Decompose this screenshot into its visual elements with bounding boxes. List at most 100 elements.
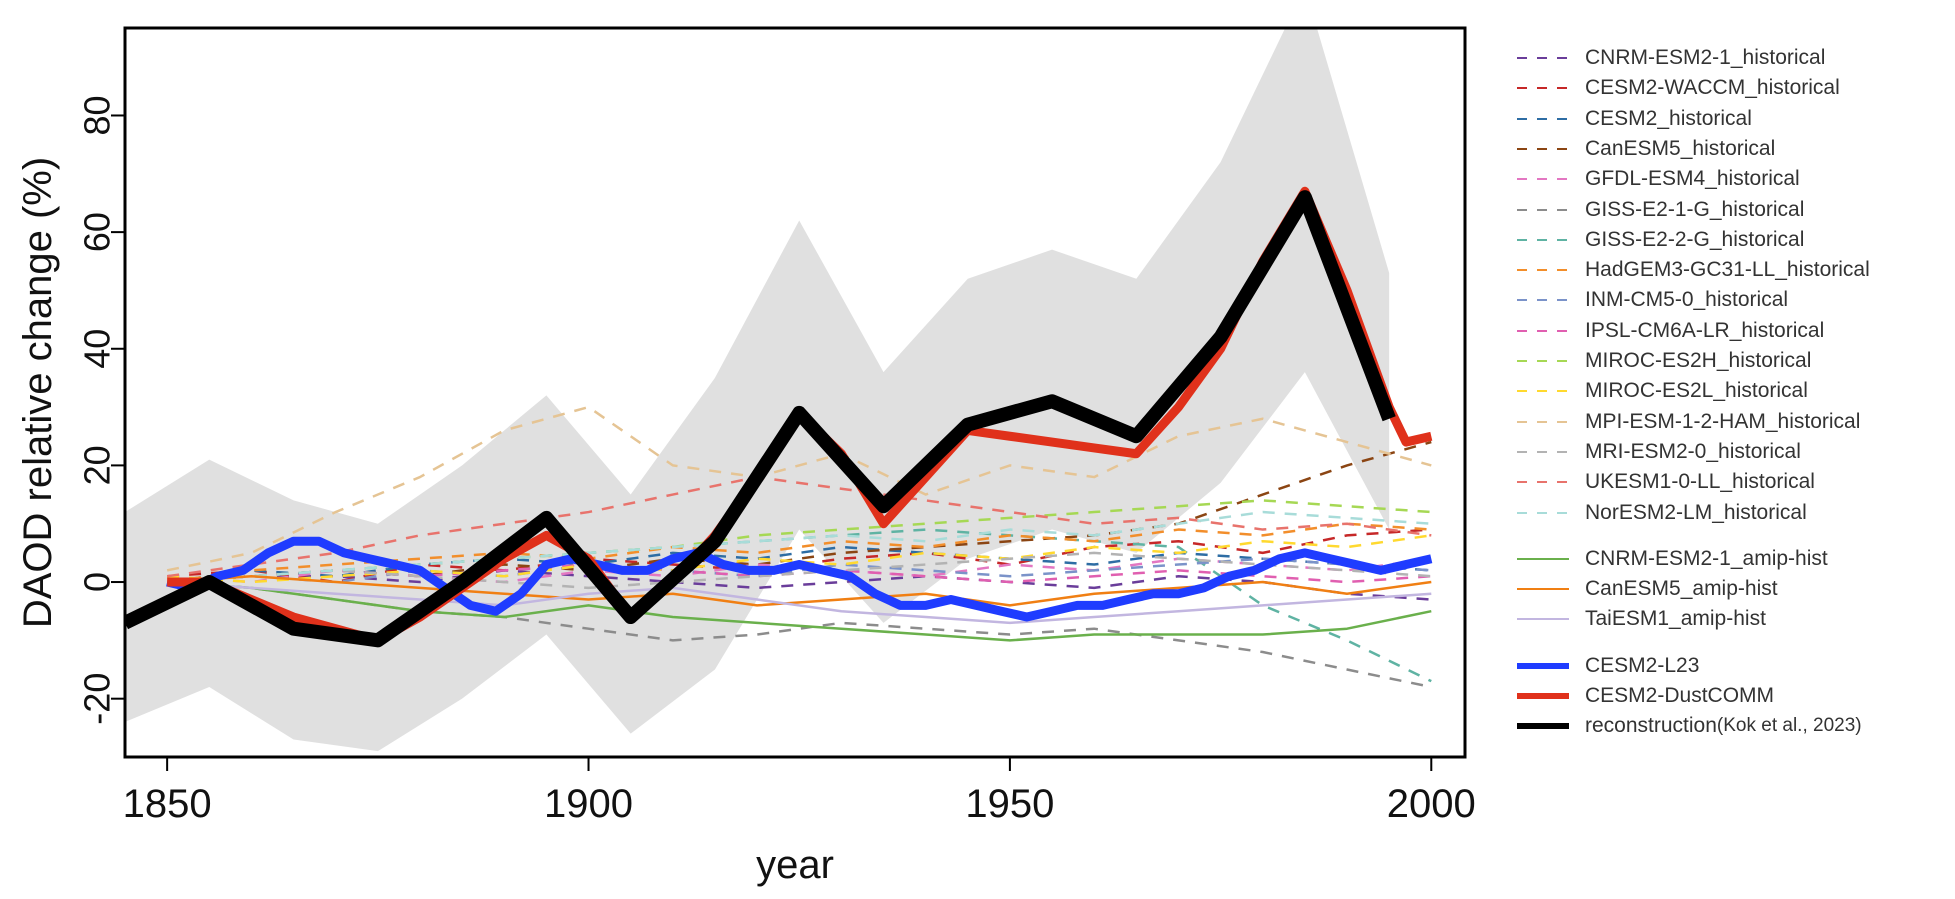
- legend-swatch: [1517, 178, 1569, 181]
- legend-label: GISS-E2-1-G_historical: [1585, 197, 1805, 221]
- legend: CNRM-ESM2-1_historical CESM2-WACCM_histor…: [1515, 44, 1955, 764]
- uncertainty-band: [125, 28, 1390, 752]
- legend-label: IPSL-CM6A-LR_historical: [1585, 318, 1825, 342]
- legend-swatch: [1517, 238, 1569, 241]
- legend-item: CanESM5_amip-hist: [1515, 575, 1778, 603]
- legend-label: CanESM5_amip-hist: [1585, 577, 1778, 601]
- y-tick-label: 60: [77, 212, 118, 252]
- legend-label: CNRM-ESM2-1_historical: [1585, 46, 1826, 69]
- series-line-cnrm-esm2-1-amip-hist: [167, 580, 1432, 642]
- uncertainty-band-layer: [125, 28, 1390, 752]
- legend-item: HadGEM3-GC31-LL_historical: [1515, 256, 1870, 284]
- legend-swatch: [1517, 299, 1569, 302]
- legend-item: TaiESM1_amip-hist: [1515, 605, 1766, 633]
- series-line-inm-cm5-0-historical: [167, 557, 1432, 584]
- legend-label: UKESM1-0-LL_historical: [1585, 470, 1815, 494]
- legend-label: GFDL-ESM4_historical: [1585, 167, 1800, 191]
- x-tick-label: 1900: [544, 782, 633, 826]
- y-tick-label: 20: [77, 445, 118, 485]
- legend-item: CNRM-ESM2-1_amip-hist: [1515, 545, 1828, 573]
- legend-label: CESM2_historical: [1585, 106, 1752, 130]
- legend-swatch: [1517, 693, 1569, 699]
- legend-item: MIROC-ES2L_historical: [1515, 377, 1808, 405]
- series-line-miroc-es2h-historical: [167, 499, 1432, 584]
- legend-item: CanESM5_historical: [1515, 135, 1775, 163]
- legend-label: GISS-E2-2-G_historical: [1585, 227, 1805, 251]
- legend-label: CESM2-DustCOMM: [1585, 684, 1775, 707]
- series-line-mpi-esm-1-2-ham-historical: [166, 405, 1432, 572]
- legend-swatch: [1517, 360, 1569, 362]
- legend-label: TaiESM1_amip-hist: [1585, 607, 1766, 631]
- legend-swatch: [1517, 390, 1569, 393]
- legend-item: reconstruction (Kok et al., 2023): [1515, 712, 1862, 740]
- legend-item: INM-CM5-0_historical: [1515, 286, 1788, 314]
- y-tick-label: 80: [77, 95, 118, 135]
- legend-item: CESM2-L23: [1515, 652, 1699, 680]
- legend-item: GFDL-ESM4_historical: [1515, 165, 1800, 193]
- legend-swatch: [1517, 662, 1569, 669]
- legend-item: CESM2-DustCOMM: [1515, 682, 1774, 710]
- legend-item: MRI-ESM2-0_historical: [1515, 438, 1801, 466]
- series-line-cesm2-l23: [166, 536, 1433, 622]
- legend-item: MPI-ESM-1-2-HAM_historical: [1515, 408, 1860, 436]
- legend-item: GISS-E2-1-G_historical: [1515, 196, 1804, 224]
- legend-label: MIROC-ES2L_historical: [1585, 379, 1808, 403]
- legend-item: CNRM-ESM2-1_historical: [1515, 44, 1825, 72]
- legend-swatch: [1517, 618, 1569, 621]
- x-axis-label: year: [756, 843, 834, 887]
- legend-item: CESM2-WACCM_historical: [1515, 74, 1840, 102]
- legend-label: MRI-ESM2-0_historical: [1585, 439, 1801, 463]
- legend-item: UKESM1-0-LL_historical: [1515, 468, 1815, 496]
- series-line-reconstruction: [125, 190, 1396, 648]
- legend-item: IPSL-CM6A-LR_historical: [1515, 317, 1824, 345]
- legend-swatch: [1517, 269, 1569, 272]
- series-line-canesm5-historical: [167, 440, 1432, 584]
- series-line-noresm2-lm-historical: [167, 510, 1432, 584]
- x-tick-label: 1950: [965, 782, 1054, 826]
- legend-citation: (Kok et al., 2023): [1716, 715, 1862, 737]
- x-tick-label: 1850: [123, 782, 212, 826]
- series-line-hadgem3-gc31-ll-historical: [166, 522, 1432, 584]
- legend-swatch: [1517, 208, 1569, 211]
- legend-label: CESM2-WACCM_historical: [1585, 76, 1840, 100]
- legend-item: NorESM2-LM_historical: [1515, 499, 1807, 527]
- y-tick-label: -20: [77, 673, 118, 725]
- legend-item: GISS-E2-2-G_historical: [1515, 226, 1804, 254]
- legend-swatch: [1517, 147, 1569, 150]
- legend-swatch: [1517, 557, 1569, 560]
- legend-label: HadGEM3-GC31-LL_historical: [1585, 258, 1870, 282]
- legend-swatch: [1517, 87, 1569, 90]
- legend-label: CNRM-ESM2-1_amip-hist: [1585, 546, 1828, 570]
- legend-label: NorESM2-LM_historical: [1585, 500, 1807, 524]
- legend-label: INM-CM5-0_historical: [1585, 288, 1789, 312]
- y-tick-label: 0: [77, 572, 118, 592]
- y-tick-label: 40: [77, 329, 118, 369]
- series-line-miroc-es2l-historical: [167, 534, 1432, 584]
- y-axis-label: DAOD relative change (%): [16, 157, 60, 628]
- chart-area: 1850 1900 1950 2000 -20 0 20 40 60 80 year DAOD r…: [16, 26, 1476, 887]
- x-tick-label: 2000: [1387, 782, 1476, 826]
- legend-item: MIROC-ES2H_historical: [1515, 347, 1811, 375]
- series-line-taiesm1-amip-hist: [167, 580, 1432, 625]
- legend-label: CESM2-L23: [1585, 653, 1700, 677]
- legend-swatch: [1517, 481, 1569, 484]
- legend-swatch: [1517, 117, 1569, 120]
- series-layer: [125, 186, 1433, 689]
- legend-swatch: [1517, 329, 1569, 332]
- legend-swatch: [1517, 420, 1569, 423]
- legend-swatch: [1517, 588, 1569, 591]
- plot-frame: [123, 26, 1467, 759]
- series-line-ukesm1-0-ll-historical: [166, 475, 1432, 578]
- legend-swatch: [1517, 450, 1569, 453]
- legend-label: CanESM5_historical: [1585, 136, 1776, 160]
- legend-swatch: [1517, 723, 1569, 730]
- legend-label: MPI-ESM-1-2-HAM_historical: [1585, 409, 1861, 433]
- series-line-cesm2-historical: [166, 545, 1432, 584]
- axis-ticks: 1850 1900 1950 2000 -20 0 20 40 60 80: [77, 95, 1476, 826]
- legend-item: CESM2_historical: [1515, 105, 1752, 133]
- legend-swatch: [1517, 57, 1569, 59]
- series-line-giss-e2-1-g-historical: [167, 580, 1432, 689]
- legend-label: reconstruction: [1585, 714, 1717, 738]
- legend-swatch: [1517, 511, 1569, 514]
- legend-label: MIROC-ES2H_historical: [1585, 349, 1812, 372]
